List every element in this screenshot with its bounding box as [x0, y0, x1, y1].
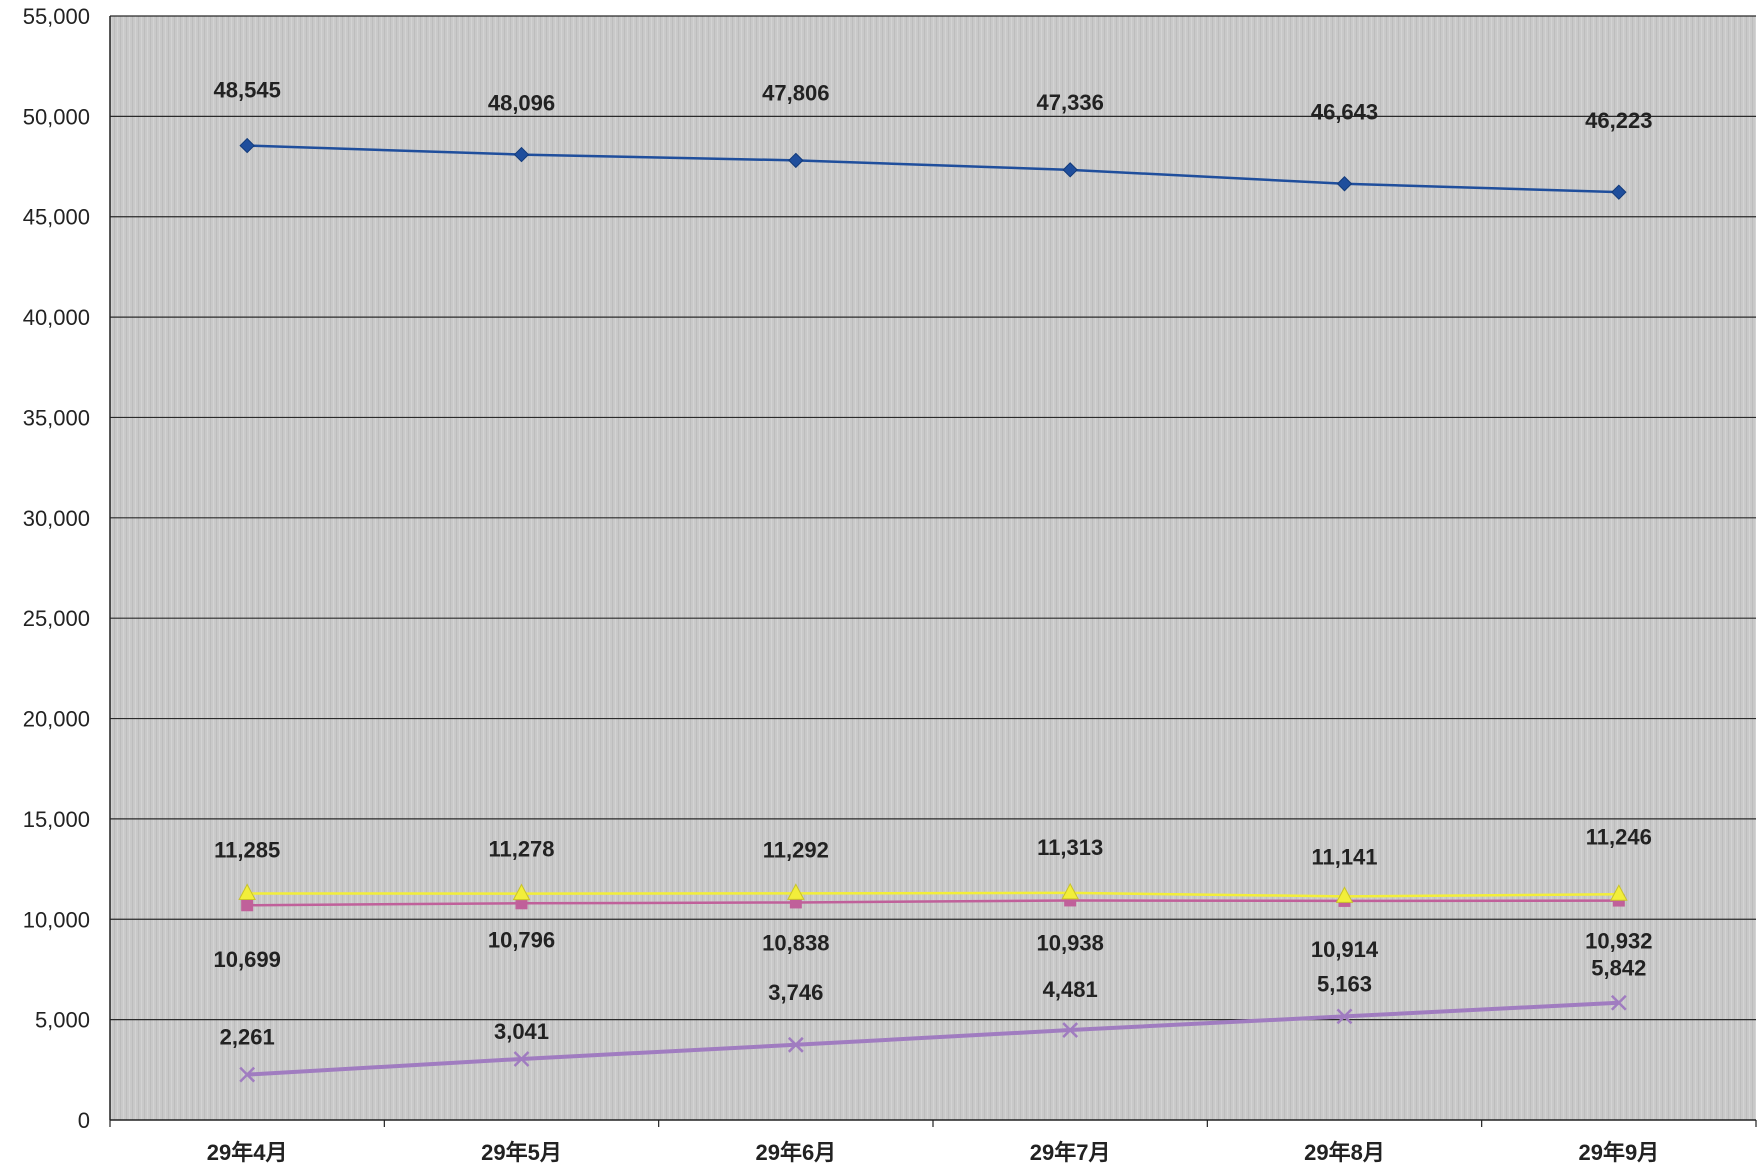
series-line: [247, 144, 1619, 194]
x-tick-label: 29年4月: [207, 1140, 288, 1165]
data-label: 5,842: [1591, 956, 1646, 981]
series-line: [247, 1000, 1619, 1077]
data-point-stroke: [513, 1051, 530, 1067]
y-tick-label: 35,000: [23, 405, 90, 430]
y-tick-label: 55,000: [23, 4, 90, 29]
data-labels: 48,545 48,096 47,806 47,336 46,643 46,223 10,6…: [214, 78, 1653, 1050]
data-point: [1335, 886, 1354, 903]
data-label: 48,096: [488, 91, 555, 116]
data-point: [1611, 184, 1627, 200]
data-point: [1061, 882, 1079, 900]
data-label: 5,163: [1317, 971, 1372, 996]
data-label: 2,261: [220, 1025, 275, 1050]
x-tick-label: 29年5月: [481, 1140, 562, 1165]
y-tick-label: 20,000: [23, 707, 90, 732]
data-label: 3,041: [494, 1019, 549, 1044]
data-point: [788, 152, 804, 169]
data-point: [239, 137, 255, 154]
data-point-stroke: [1610, 994, 1627, 1011]
y-tick-label: 0: [78, 1108, 90, 1133]
data-point: [241, 899, 254, 912]
data-point: [1062, 162, 1078, 178]
series-1: [239, 137, 1627, 200]
data-point: [1610, 994, 1627, 1011]
data-label: 10,796: [488, 927, 555, 952]
data-point: [1610, 884, 1628, 901]
x-tick-label: 29年8月: [1304, 1140, 1385, 1165]
data-label: 46,223: [1585, 108, 1652, 133]
y-tick-label: 30,000: [23, 506, 90, 531]
data-point-stroke: [239, 1066, 256, 1083]
data-label: 10,699: [214, 947, 281, 972]
data-point: [1336, 1008, 1353, 1025]
x-tick-label: 29年9月: [1578, 1140, 1659, 1165]
data-label: 10,914: [1311, 937, 1379, 962]
data-label: 11,278: [488, 837, 554, 862]
data-point: [1336, 176, 1353, 192]
data-label: 47,336: [1037, 90, 1104, 115]
series-4: [239, 994, 1627, 1083]
data-label: 11,313: [1037, 835, 1103, 860]
data-point: [513, 146, 530, 163]
y-tick-label: 15,000: [23, 807, 90, 832]
data-label: 11,141: [1311, 844, 1377, 869]
series-line: [247, 891, 1619, 898]
data-label: 11,285: [214, 837, 280, 862]
series-line: [247, 899, 1619, 907]
y-tick-label: 25,000: [23, 606, 90, 631]
series-3: [238, 882, 1628, 903]
y-tick-label: 50,000: [23, 104, 90, 129]
data-point: [786, 883, 805, 900]
y-tick-label: 45,000: [23, 205, 90, 230]
data-point: [1062, 1022, 1079, 1038]
data-label: 10,932: [1585, 929, 1652, 954]
data-point-stroke: [787, 1036, 804, 1053]
y-tick-label: 5,000: [35, 1008, 90, 1033]
data-label: 3,746: [768, 980, 823, 1005]
data-label: 47,806: [762, 80, 829, 105]
data-point: [239, 1066, 256, 1083]
y-tick-label: 10,000: [23, 907, 90, 932]
data-label: 11,246: [1586, 824, 1652, 849]
x-tick-label: 29年7月: [1030, 1140, 1111, 1165]
data-label: 4,481: [1043, 977, 1098, 1002]
axes: 0 5,000 10,000 15,000 20,000 25,000 30,000 35,0…: [23, 4, 1757, 1165]
data-point: [513, 1051, 530, 1067]
data-label: 46,643: [1311, 100, 1378, 125]
y-tick-label: 40,000: [23, 305, 90, 330]
data-label: 11,292: [763, 837, 829, 862]
data-point-stroke: [1062, 1022, 1079, 1038]
plot-area-background: [110, 16, 1756, 1120]
gridlines: [110, 15, 1756, 1021]
series-group: [238, 137, 1628, 1083]
data-point-stroke: [1336, 1008, 1353, 1025]
data-point: [238, 883, 257, 900]
data-point: [512, 883, 531, 901]
data-label: 10,838: [762, 930, 829, 955]
x-tick-label: 29年6月: [755, 1140, 836, 1165]
data-label: 48,545: [214, 78, 281, 103]
data-point: [787, 1036, 804, 1053]
data-point: [515, 897, 528, 910]
data-label: 10,938: [1037, 930, 1104, 955]
